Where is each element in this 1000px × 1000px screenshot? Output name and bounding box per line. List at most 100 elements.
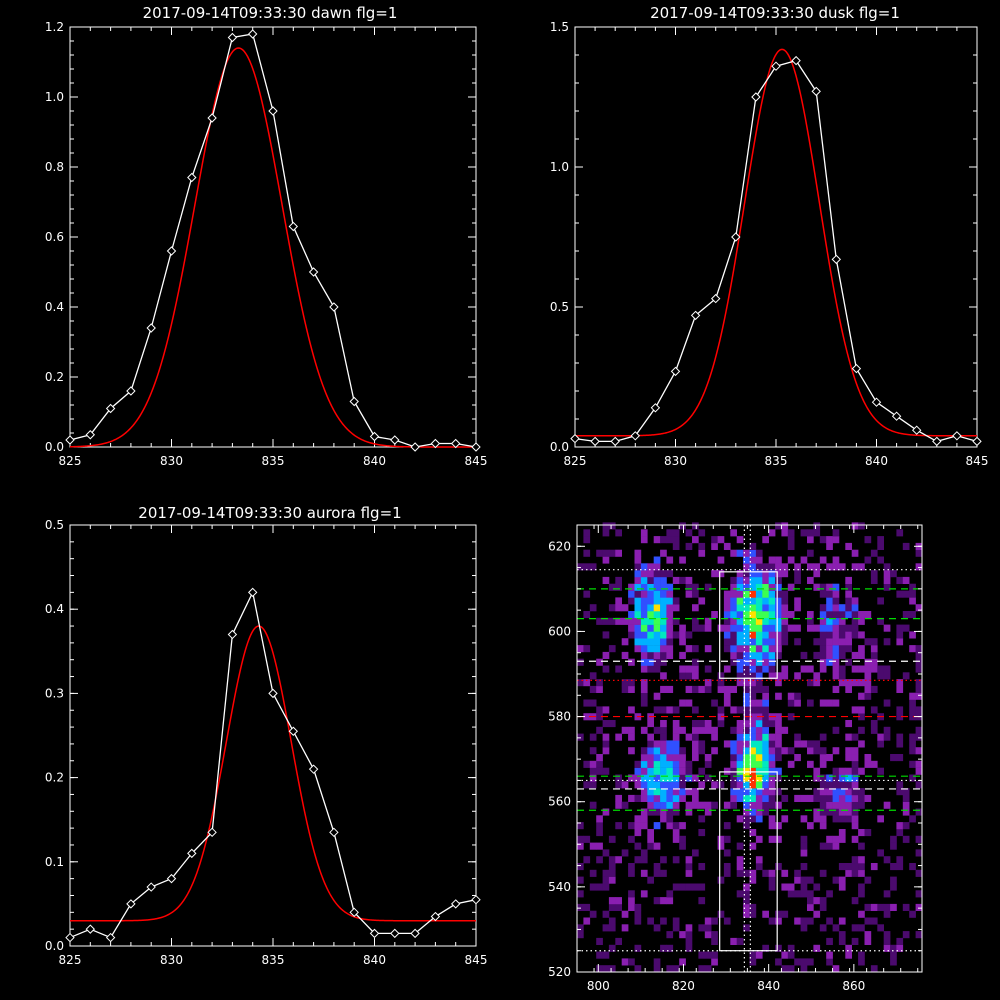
heatmap-cell (666, 965, 674, 973)
heatmap-cell (896, 679, 904, 687)
heatmap-cell (762, 685, 769, 693)
heatmap-cell (672, 829, 680, 837)
x-tick-label: 835 (262, 454, 285, 468)
heatmap-cell (589, 733, 597, 741)
heatmap-cell (890, 570, 897, 578)
heatmap-cell (666, 638, 674, 646)
heatmap-cell (813, 679, 821, 687)
heatmap-cell (915, 604, 923, 612)
heatmap-cell (711, 542, 718, 550)
heatmap-cell (749, 726, 757, 734)
heatmap-cell (832, 597, 840, 605)
heatmap-cell (877, 542, 884, 550)
heatmap-cell (838, 624, 846, 632)
fit-curve (575, 48, 977, 437)
heatmap-cell (640, 611, 648, 619)
heatmap-cell (583, 611, 591, 619)
heatmap-cell (902, 822, 910, 830)
heatmap-cell (838, 788, 846, 796)
heatmap-cell (704, 754, 712, 762)
heatmap-cell (819, 903, 827, 911)
heatmap-cell (723, 863, 731, 871)
heatmap-cell (749, 740, 757, 748)
heatmap-cell (781, 665, 789, 673)
heatmap-cell (653, 869, 661, 877)
heatmap-cell (749, 590, 757, 598)
heatmap-cell (736, 651, 744, 659)
heatmap-cell (615, 801, 622, 809)
heatmap-cell (736, 611, 744, 619)
heatmap-cell (787, 890, 795, 898)
x-tick-label: 845 (465, 953, 488, 967)
y-tick-label: 0.4 (45, 300, 64, 314)
heatmap-cell (660, 788, 667, 796)
heatmap-cell (807, 536, 814, 544)
heatmap-cell (672, 536, 680, 544)
heatmap-cell (640, 692, 648, 700)
heatmap-cell (813, 788, 821, 796)
heatmap-cell (749, 692, 757, 700)
heatmap-cell (660, 740, 667, 748)
data-point (831, 254, 842, 265)
heatmap-cell (666, 801, 674, 809)
heatmap-cell (743, 781, 750, 789)
heatmap-cell (832, 672, 840, 680)
heatmap-cell (838, 815, 846, 823)
heatmap-cell (596, 679, 603, 687)
heatmap-cell (634, 590, 642, 598)
heatmap-cell (775, 754, 782, 762)
heatmap-cell (583, 563, 591, 571)
heatmap-cell (775, 597, 782, 605)
heatmap-cell (775, 651, 782, 659)
heatmap-cell (800, 815, 808, 823)
heatmap-cell (896, 529, 904, 537)
heatmap-cell (762, 692, 769, 700)
heatmap-cell (749, 570, 757, 578)
heatmap-cell (717, 685, 725, 693)
heatmap-cell (736, 754, 744, 762)
heatmap-cell (743, 815, 750, 823)
heatmap-cell (628, 733, 635, 741)
heatmap-cell (743, 638, 750, 646)
heatmap-cell (723, 692, 731, 700)
heatmap-cell (877, 556, 884, 564)
heatmap-cell (583, 679, 591, 687)
heatmap-cell (602, 733, 610, 741)
heatmap-cell (628, 835, 635, 843)
heatmap-cell (608, 965, 616, 973)
heatmap-cell (660, 856, 667, 864)
heatmap-cell (832, 835, 840, 843)
heatmap-cell (743, 672, 750, 680)
heatmap-cell (685, 931, 693, 939)
heatmap-cell (749, 631, 757, 639)
heatmap-cell (768, 869, 776, 877)
heatmap-cell (660, 617, 667, 625)
heatmap-cell (826, 788, 833, 796)
heatmap-cell (915, 706, 923, 714)
heatmap-cell (685, 542, 693, 550)
heatmap-cell (666, 897, 674, 905)
heatmap-cell (685, 685, 693, 693)
data-point (891, 411, 902, 421)
heatmap-cell (660, 570, 667, 578)
heatmap-cell (890, 863, 897, 871)
heatmap-cell (640, 754, 648, 762)
heatmap-cell (787, 624, 795, 632)
heatmap-cell (666, 774, 674, 782)
heatmap-cell (634, 767, 642, 775)
heatmap-cell (845, 658, 852, 666)
heatmap-cell (602, 747, 610, 755)
heatmap-cell (781, 604, 789, 612)
data-point (410, 442, 420, 452)
heatmap-cell (692, 617, 699, 625)
heatmap-cell (698, 883, 706, 891)
heatmap-cell (685, 924, 693, 932)
heatmap-cell (634, 597, 642, 605)
heatmap-cell (602, 576, 610, 584)
heatmap-cell (634, 570, 642, 578)
heatmap-cell (845, 611, 852, 619)
heatmap-cell (672, 801, 680, 809)
heatmap-cell (640, 679, 648, 687)
heatmap-cell (851, 611, 859, 619)
heatmap-cell (596, 951, 603, 959)
